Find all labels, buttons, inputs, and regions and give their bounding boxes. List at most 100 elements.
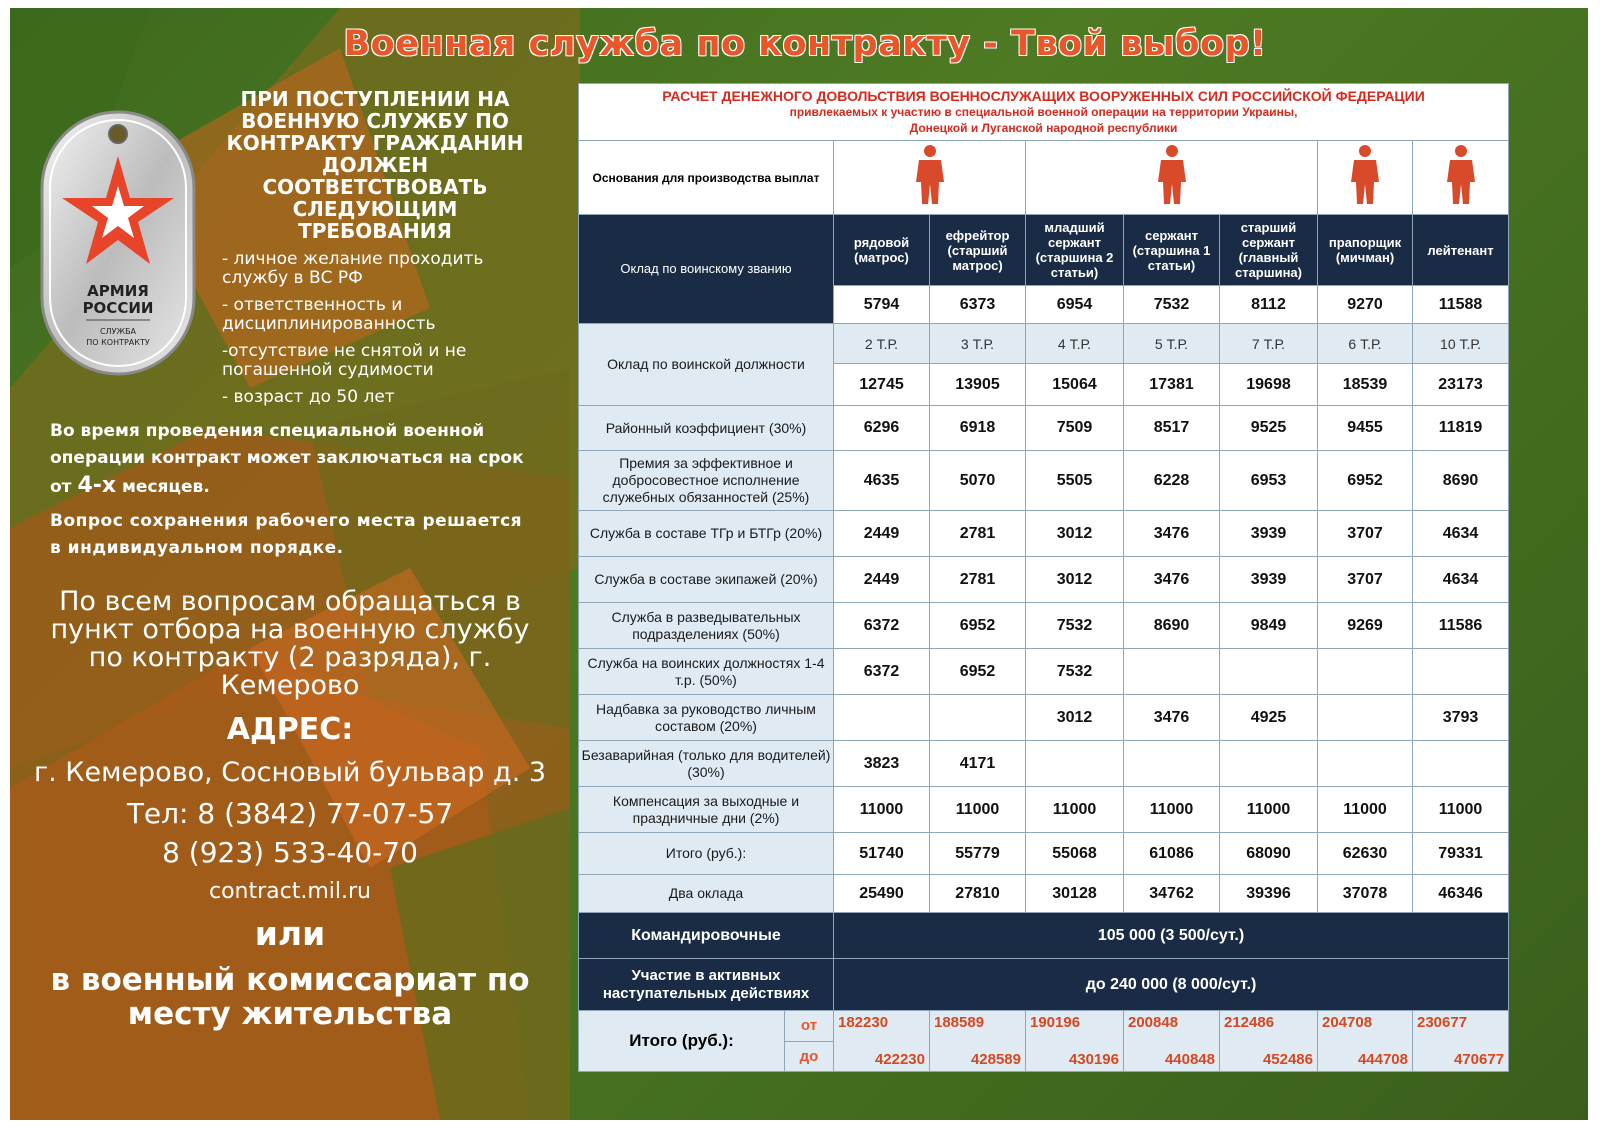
row-value: 55779 <box>929 832 1026 875</box>
total-from-value: 188589 <box>934 1014 985 1031</box>
phone-2[interactable]: 8 (923) 533-40-70 <box>162 836 418 869</box>
row-value: 11819 <box>1411 405 1510 451</box>
from-label: от <box>785 1011 833 1042</box>
table-row: Служба на воинских должностях 1-4 т.р. (… <box>578 648 1510 695</box>
row-label: Безаварийная (только для водителей) (30%… <box>578 740 834 787</box>
row-value <box>1411 648 1510 695</box>
row-value: 4925 <box>1219 694 1318 741</box>
row-label: Служба в разведывательных подразделениях… <box>578 602 834 649</box>
row-label: Премия за эффективное и добросовестное и… <box>578 450 834 511</box>
row-value: 9269 <box>1317 602 1413 649</box>
row-value: 68090 <box>1219 832 1318 875</box>
row-value: 11586 <box>1411 602 1510 649</box>
row-value: 51740 <box>833 832 930 875</box>
row-value: 3012 <box>1025 510 1124 557</box>
row-value: 3823 <box>833 740 930 787</box>
row-value: 6296 <box>833 405 930 451</box>
contact-instructions: По всем вопросам обращаться в пункт отбо… <box>50 586 530 701</box>
row-label: Районный коэффициент (30%) <box>578 405 834 451</box>
total-to-value: 422230 <box>874 1051 925 1068</box>
row-value: 27810 <box>929 874 1026 913</box>
row-value: 2781 <box>929 510 1026 557</box>
contact-block: По всем вопросам обращаться в пункт отбо… <box>30 586 550 1032</box>
tariff-value: 6 Т.Р. <box>1317 323 1413 364</box>
tariff-value: 3 Т.Р. <box>929 323 1026 364</box>
row-value: 3707 <box>1317 556 1413 603</box>
row-value: 3012 <box>1025 556 1124 603</box>
row-value: 7532 <box>1025 648 1124 695</box>
row-value: 62630 <box>1317 832 1413 875</box>
row-value: 11000 <box>1025 786 1124 833</box>
or-text: или <box>254 914 326 953</box>
table-subtitle-1: привлекаемых к участию в специальной вое… <box>789 105 1298 119</box>
table-row: Итого (руб.): 51740 55779 55068 61086 68090 62… <box>578 832 1510 875</box>
payment-table: РАСЧЕТ ДЕНЕЖНОГО ДОВОЛЬСТВИЯ ВОЕННОСЛУЖА… <box>577 83 1510 1072</box>
row-value <box>1219 740 1318 787</box>
requirement-item: -отсутствие не снятой и не погашенной су… <box>222 341 467 380</box>
table-row: Служба в составе ТГр и БТГр (20%) 2449 278… <box>578 510 1510 557</box>
total-to-value: 444708 <box>1357 1051 1408 1068</box>
row-value: 3476 <box>1123 510 1220 557</box>
soldier-icon <box>1351 145 1379 204</box>
total-from-value: 190196 <box>1030 1014 1081 1031</box>
table-title: РАСЧЕТ ДЕНЕЖНОГО ДОВОЛЬСТВИЯ ВОЕННОСЛУЖА… <box>577 83 1510 141</box>
total-range-cell: 200848 440848 <box>1123 1010 1220 1072</box>
total-range-cell: 230677 470677 <box>1411 1010 1510 1072</box>
row-value <box>833 694 930 741</box>
row-value: 6952 <box>1317 450 1413 511</box>
row-value: 4635 <box>833 450 930 511</box>
row-value: 39396 <box>1219 874 1318 913</box>
row-value: 61086 <box>1123 832 1220 875</box>
row-value: 6918 <box>929 405 1026 451</box>
travel-label: Командировочные <box>578 912 834 959</box>
row-value <box>1317 694 1413 741</box>
rank-name: старший сержант (главный старшина) <box>1219 214 1318 286</box>
active-actions-label: Участие в активных наступательных действ… <box>578 958 834 1011</box>
total-from-value: 204708 <box>1322 1014 1373 1031</box>
position-salary-value: 23173 <box>1411 363 1510 406</box>
travel-row: Командировочные 105 000 (3 500/сут.) <box>578 912 1510 959</box>
table-row: Премия за эффективное и добросовестное и… <box>578 450 1510 511</box>
rank-salary-value: 5794 <box>833 285 930 324</box>
badge-army-text: АРМИЯ <box>87 282 149 300</box>
rank-name: лейтенант <box>1411 214 1510 286</box>
table-row: Служба в составе экипажей (20%) 2449 2781 3… <box>578 556 1510 603</box>
active-actions-value: до 240 000 (8 000/сут.) <box>832 958 1510 1011</box>
address-label: АДРЕС: <box>226 712 354 747</box>
table-row: Надбавка за руководство личным составом … <box>578 694 1510 741</box>
travel-value: 105 000 (3 500/сут.) <box>832 912 1510 959</box>
row-value: 6953 <box>1219 450 1318 511</box>
row-value: 6952 <box>929 648 1026 695</box>
contract-term-highlight: 4-х <box>77 473 117 498</box>
table-row: Безаварийная (только для водителей) (30%… <box>578 740 1510 787</box>
position-salary-value: 19698 <box>1219 363 1318 406</box>
row-value: 79331 <box>1411 832 1510 875</box>
contract-term-end: месяцев. <box>116 477 210 497</box>
total-to-value: 440848 <box>1164 1051 1215 1068</box>
row-value: 9525 <box>1219 405 1318 451</box>
rank-salary-value: 6954 <box>1025 285 1124 324</box>
tariff-value: 7 Т.Р. <box>1219 323 1318 364</box>
row-value: 2449 <box>833 556 930 603</box>
row-value: 3793 <box>1411 694 1510 741</box>
website-link[interactable]: contract.mil.ru <box>208 879 371 904</box>
row-value: 11000 <box>929 786 1026 833</box>
row-value: 11000 <box>1317 786 1413 833</box>
to-label: до <box>785 1041 833 1071</box>
phone-1[interactable]: Тел: 8 (3842) 77-07-57 <box>126 797 454 830</box>
total-range-cell: 188589 428589 <box>929 1010 1026 1072</box>
row-value <box>1411 740 1510 787</box>
total-to-value: 470677 <box>1453 1051 1505 1068</box>
row-value <box>1123 740 1220 787</box>
row-value: 55068 <box>1025 832 1124 875</box>
row-value: 30128 <box>1025 874 1124 913</box>
badge-contract-text: ПО КОНТРАКТУ <box>86 338 150 347</box>
workplace-paragraph: Вопрос сохранения рабочего места решаетс… <box>50 511 523 558</box>
row-value: 6228 <box>1123 450 1220 511</box>
tariff-value: 2 Т.Р. <box>833 323 930 364</box>
commissariat-text: в военный комиссариат по месту жительств… <box>50 962 530 1032</box>
row-value: 2781 <box>929 556 1026 603</box>
row-value <box>929 694 1026 741</box>
row-value: 11000 <box>833 786 930 833</box>
row-value: 5505 <box>1025 450 1124 511</box>
